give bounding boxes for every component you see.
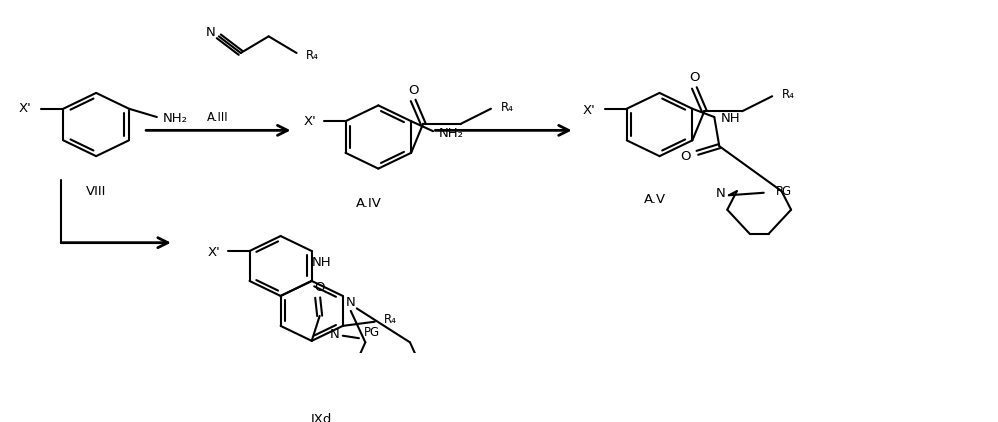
Text: A.III: A.III: [207, 111, 229, 124]
Text: PG: PG: [775, 184, 791, 197]
Text: X': X': [208, 246, 220, 259]
Text: NH₂: NH₂: [163, 112, 188, 125]
Text: X': X': [583, 104, 595, 117]
Text: O: O: [681, 151, 691, 163]
Text: N: N: [346, 296, 355, 309]
Text: NH: NH: [721, 112, 741, 125]
Text: A.IV: A.IV: [355, 197, 381, 210]
Text: PG: PG: [363, 326, 380, 339]
Text: O: O: [314, 281, 325, 294]
Text: IXd: IXd: [311, 413, 332, 422]
Text: O: O: [689, 71, 700, 84]
Text: N: N: [206, 26, 216, 39]
Text: N: N: [716, 187, 726, 200]
Text: X': X': [303, 115, 316, 128]
Text: A.V: A.V: [644, 193, 666, 206]
Text: O: O: [408, 84, 418, 97]
Text: NH: NH: [311, 256, 331, 269]
Text: N: N: [330, 327, 339, 341]
Text: R₄: R₄: [500, 100, 513, 114]
Text: R₄: R₄: [306, 49, 319, 62]
Text: R₄: R₄: [384, 313, 397, 326]
Text: R₄: R₄: [781, 88, 794, 101]
Text: NH₂: NH₂: [438, 127, 463, 140]
Text: VIII: VIII: [86, 184, 107, 197]
Text: X': X': [19, 102, 32, 115]
